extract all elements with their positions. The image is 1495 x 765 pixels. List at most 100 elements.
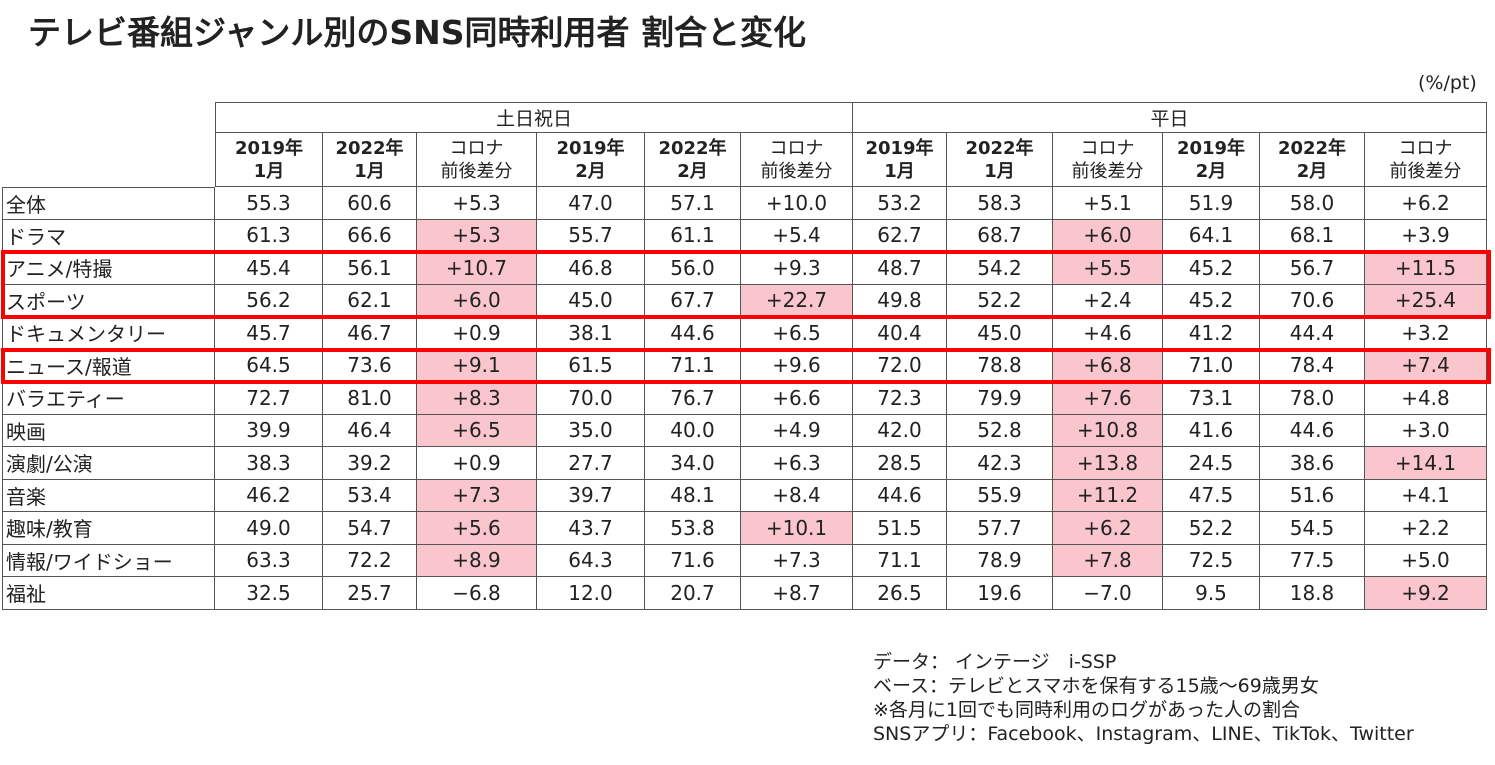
column-header: 2022年 1月 (947, 133, 1053, 187)
cell: 61.3 (215, 219, 323, 252)
cell: +8.7 (741, 577, 853, 610)
header-line: 2019年 (556, 137, 625, 159)
cell: +8.3 (417, 382, 537, 415)
cell: 20.7 (645, 577, 741, 610)
cell: 71.6 (645, 544, 741, 577)
highlight-box (1, 347, 1491, 384)
cell: 60.6 (323, 187, 417, 220)
note-line: SNSアプリ：Facebook、Instagram、LINE、TikTok、Tw… (873, 723, 1414, 745)
cell: +6.2 (1365, 187, 1487, 220)
cell: +5.6 (417, 512, 537, 545)
cell: 73.1 (1163, 382, 1260, 415)
cell: 62.7 (853, 219, 947, 252)
cell: +11.2 (1053, 479, 1163, 512)
cell: 70.0 (537, 382, 645, 415)
cell: +6.8 (1053, 349, 1163, 382)
note-line: データ： インテージ i-SSP (873, 651, 1117, 673)
cell: 55.9 (947, 479, 1053, 512)
cell: 52.8 (947, 414, 1053, 447)
header-line: 1月 (354, 160, 385, 182)
cell: 39.2 (323, 447, 417, 480)
cell: 25.7 (323, 577, 417, 610)
cell: 78.9 (947, 544, 1053, 577)
column-header: 2019年 1月 (853, 133, 947, 187)
cell: 12.0 (537, 577, 645, 610)
row-label: 演劇/公演 (2, 447, 215, 480)
cell: 77.5 (1260, 544, 1365, 577)
cell: +4.6 (1053, 317, 1163, 350)
cell: 71.1 (853, 544, 947, 577)
cell: 24.5 (1163, 447, 1260, 480)
cell: 9.5 (1163, 577, 1260, 610)
cell: 45.7 (215, 317, 323, 350)
header-line: 1月 (253, 160, 285, 182)
cell: 44.6 (853, 479, 947, 512)
column-header: 2019年 2月 (537, 133, 645, 187)
cell: +8.9 (417, 544, 537, 577)
cell: +9.2 (1365, 577, 1487, 610)
cell: 28.5 (853, 447, 947, 480)
header-line: 2月 (677, 160, 708, 182)
cell: 39.7 (537, 479, 645, 512)
cell: 81.0 (323, 382, 417, 415)
cell: 44.6 (1260, 414, 1365, 447)
row-label: ドラマ (2, 219, 215, 252)
cell: 73.6 (323, 349, 417, 382)
cell: 53.4 (323, 479, 417, 512)
cell: +5.0 (1365, 544, 1487, 577)
cell: +6.0 (1053, 219, 1163, 252)
group-header: 土日祝日 (215, 102, 853, 133)
cell: 64.3 (537, 544, 645, 577)
cell: 58.3 (947, 187, 1053, 220)
cell: 38.3 (215, 447, 323, 480)
row-label: ドキュメンタリー (2, 317, 215, 350)
cell: 46.4 (323, 414, 417, 447)
header-line: 2019年 (865, 137, 934, 159)
cell: +22.7 (741, 284, 853, 317)
row-label: 福祉 (2, 577, 215, 610)
cell: 38.6 (1260, 447, 1365, 480)
cell: 55.7 (537, 219, 645, 252)
column-header: 2022年 1月 (323, 133, 417, 187)
header-line: 2022年 (335, 137, 404, 159)
cell: 40.4 (853, 317, 947, 350)
column-header: 2022年 2月 (1260, 133, 1365, 187)
header-line: 前後差分 (1071, 160, 1144, 182)
row-label: バラエティー (2, 382, 215, 415)
cell: 68.7 (947, 219, 1053, 252)
header-line: 2022年 (658, 137, 727, 159)
cell: +4.1 (1365, 479, 1487, 512)
cell: +6.5 (741, 317, 853, 350)
cell: 45.4 (215, 252, 323, 285)
cell: 45.2 (1163, 252, 1260, 285)
cell: +0.9 (417, 317, 537, 350)
cell: 72.5 (1163, 544, 1260, 577)
cell: 46.8 (537, 252, 645, 285)
cell: 32.5 (215, 577, 323, 610)
cell: 56.7 (1260, 252, 1365, 285)
cell: 48.7 (853, 252, 947, 285)
cell: +5.4 (741, 219, 853, 252)
cell: 53.2 (853, 187, 947, 220)
cell: 27.7 (537, 447, 645, 480)
cell: +7.6 (1053, 382, 1163, 415)
cell: +9.1 (417, 349, 537, 382)
column-header: コロナ 前後差分 (1365, 133, 1487, 187)
unit: (%/pt) (1418, 72, 1477, 94)
cell: 63.3 (215, 544, 323, 577)
cell: +7.3 (417, 479, 537, 512)
cell: 57.7 (947, 512, 1053, 545)
row-label: 映画 (2, 414, 215, 447)
header-line: コロナ (769, 137, 824, 159)
cell: +3.2 (1365, 317, 1487, 350)
column-header: 2019年 1月 (215, 133, 323, 187)
cell: 51.6 (1260, 479, 1365, 512)
column-header: コロナ 前後差分 (1053, 133, 1163, 187)
cell: 46.2 (215, 479, 323, 512)
group-header: 平日 (853, 102, 1487, 133)
cell: −6.8 (417, 577, 537, 610)
cell: +5.1 (1053, 187, 1163, 220)
cell: +10.8 (1053, 414, 1163, 447)
cell: 41.6 (1163, 414, 1260, 447)
column-header: 2022年 2月 (645, 133, 741, 187)
